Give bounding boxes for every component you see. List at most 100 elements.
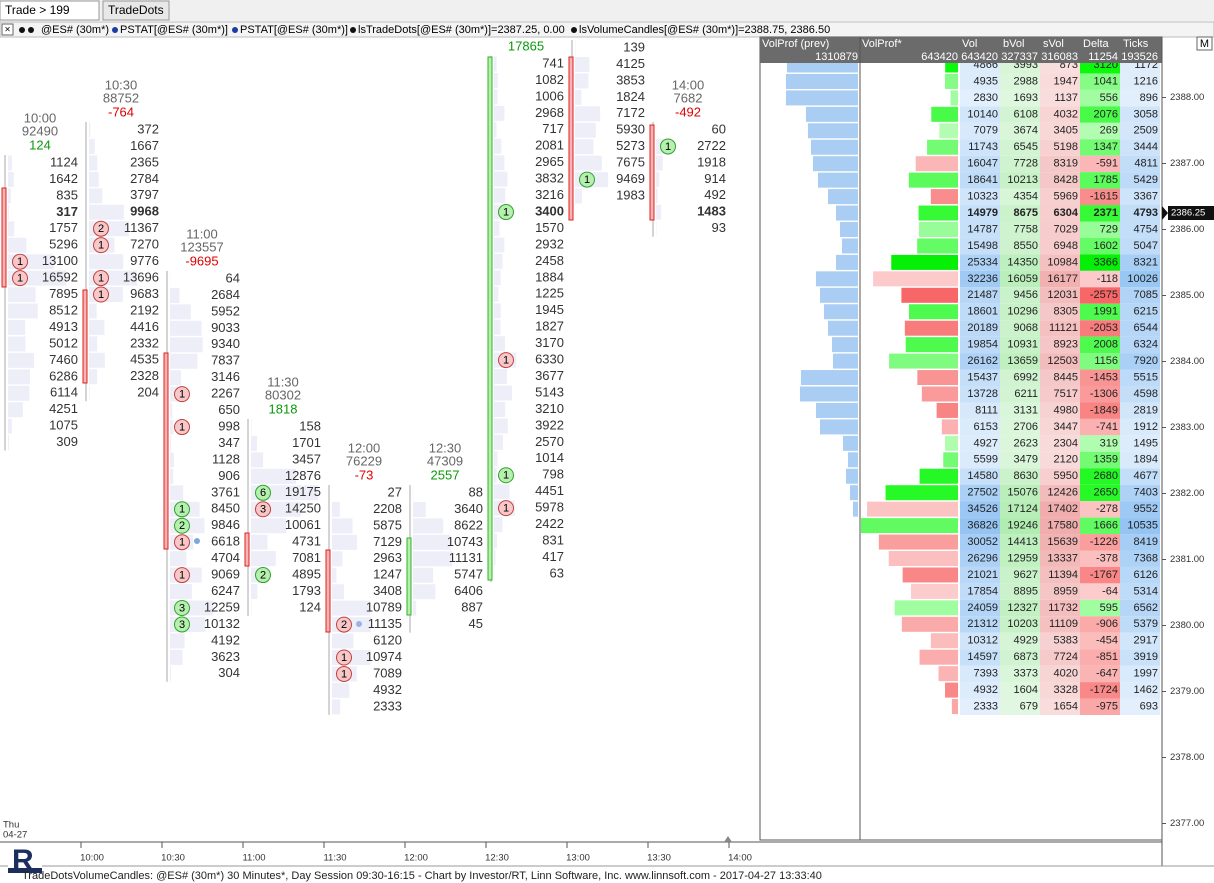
- volume-at-price: 8622: [454, 517, 483, 532]
- volume-at-price: 6406: [454, 583, 483, 598]
- trade-dot: [174, 616, 190, 633]
- cell: [1040, 402, 1080, 419]
- cell: [1080, 221, 1120, 238]
- cell: [1080, 63, 1120, 74]
- volume-bar: [89, 138, 95, 154]
- close-button[interactable]: [1, 23, 14, 36]
- cell: [1080, 517, 1120, 535]
- prev-profile-bar: [845, 468, 858, 484]
- volume-bar: [170, 419, 174, 435]
- tab[interactable]: [102, 0, 170, 21]
- cell: [1080, 534, 1120, 551]
- cell: [1120, 517, 1160, 535]
- volume-at-price: 1570: [535, 220, 564, 235]
- indicator[interactable]: PSTAT[@ES# (30m*)]: [120, 24, 228, 36]
- cell-value: 13337: [1047, 552, 1078, 564]
- tab[interactable]: [0, 0, 100, 21]
- candle: [244, 532, 250, 567]
- cell: [1080, 468, 1120, 485]
- column-header[interactable]: bVol: [1003, 38, 1024, 50]
- cell-value: 3447: [1054, 421, 1078, 433]
- close-icon[interactable]: ×: [5, 25, 11, 36]
- column-header[interactable]: Ticks: [1123, 38, 1149, 50]
- cell-value: 7920: [1134, 355, 1158, 367]
- indicator[interactable]: lsTradeDots[@ES# (30m*)]=2387.25, 0.00: [358, 24, 565, 36]
- cell-value: 6873: [1014, 651, 1038, 663]
- volume-at-price: 9846: [211, 517, 240, 532]
- cell-value: 4793: [1134, 207, 1158, 219]
- trade-dot: [174, 600, 190, 616]
- indicator[interactable]: @ES# (30m*): [41, 24, 109, 36]
- column-header[interactable]: Vol: [962, 38, 977, 50]
- trade-dot-count: 1: [98, 272, 104, 284]
- indicator[interactable]: lsVolumeCandles[@ES# (30m*)]=2388.75, 23…: [579, 24, 830, 36]
- trade-dot: [174, 419, 190, 436]
- trade-dot: [498, 352, 514, 369]
- cell-value: 4935: [974, 75, 998, 87]
- cell-value: 1172: [1134, 59, 1158, 71]
- cell-value: 5314: [1134, 585, 1158, 597]
- column-header[interactable]: sVol: [1043, 38, 1064, 50]
- trade-dot: [12, 270, 28, 287]
- column-total: 193526: [1121, 51, 1158, 63]
- cell-value: 4811: [1134, 158, 1158, 170]
- trade-dot-count: 1: [341, 652, 347, 664]
- cell: [1120, 369, 1160, 386]
- volume-at-price: 3853: [616, 72, 645, 87]
- cell: [1000, 73, 1040, 90]
- volume-bar: [8, 435, 10, 451]
- volume-at-price: 4731: [292, 534, 321, 549]
- volume-at-price: 13696: [123, 269, 159, 284]
- cell-value: 5950: [1054, 470, 1078, 482]
- bar-volume: 88752: [103, 90, 139, 105]
- cell: [1080, 649, 1120, 666]
- cell-value: 8895: [1014, 585, 1038, 597]
- column-total: 11254: [1088, 51, 1118, 63]
- volume-bar: [575, 155, 602, 171]
- column-header[interactable]: VolProf*: [862, 38, 902, 50]
- indicator[interactable]: PSTAT[@ES# (30m*)]: [240, 24, 348, 36]
- profile-bar: [938, 666, 958, 682]
- cell: [1040, 599, 1080, 617]
- cell: [960, 682, 1000, 699]
- profile-bar: [945, 73, 958, 89]
- cell-value: 5429: [1134, 174, 1158, 186]
- volume-at-price: 9968: [130, 204, 159, 219]
- time-label: 12:30: [485, 853, 509, 864]
- volume-bar: [89, 254, 124, 270]
- volume-at-price: 9069: [211, 567, 240, 582]
- cell: [1040, 550, 1080, 567]
- volume-at-price: 9683: [130, 286, 159, 301]
- column-header[interactable]: VolProf (prev): [762, 38, 829, 50]
- cell-value: 1462: [1134, 684, 1158, 696]
- bar-delta: -73: [355, 467, 374, 482]
- cell: [1120, 336, 1160, 354]
- volume-bar: [575, 106, 601, 122]
- menu-button[interactable]: [1196, 36, 1213, 51]
- cell-value: 17402: [1047, 503, 1078, 515]
- volume-at-price: 2570: [535, 434, 564, 449]
- indicator-bar: [0, 21, 1214, 38]
- cell: [1080, 89, 1120, 107]
- volume-at-price: 27: [388, 484, 402, 499]
- cell-value: 26162: [967, 355, 998, 367]
- tab-label[interactable]: Trade > 199: [5, 3, 70, 17]
- cell: [960, 237, 1000, 255]
- price-label: 2379.00: [1170, 686, 1204, 697]
- profile-bar: [905, 337, 958, 353]
- profile-bar: [901, 287, 958, 303]
- volume-bar: [8, 171, 14, 187]
- cell-value: 14350: [1007, 256, 1038, 268]
- volume-bar: [8, 402, 23, 418]
- cell-value: 2076: [1094, 108, 1118, 120]
- tab-label[interactable]: TradeDots: [108, 3, 164, 17]
- cell-value: 17580: [1047, 520, 1078, 532]
- cell-value: 11394: [1048, 569, 1078, 581]
- column-header[interactable]: Delta: [1083, 38, 1110, 50]
- cell: [1000, 435, 1040, 452]
- menu-button-label[interactable]: M: [1200, 38, 1209, 50]
- volume-at-price: 158: [299, 418, 321, 433]
- cell-value: 14580: [967, 470, 998, 482]
- cell-value: 8550: [1014, 240, 1038, 252]
- volume-at-price: 11367: [124, 220, 159, 235]
